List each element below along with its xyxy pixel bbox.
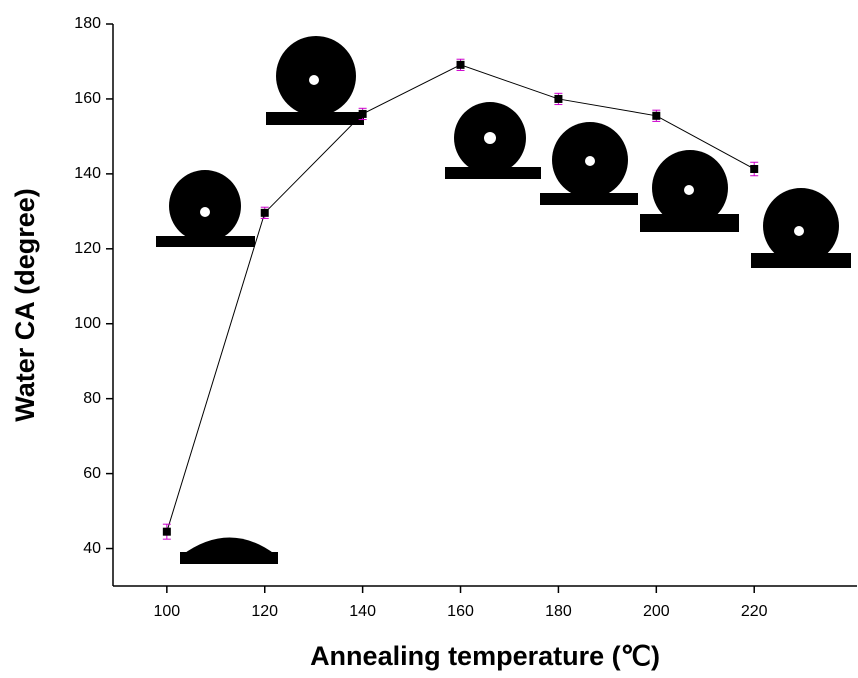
data-point — [652, 111, 661, 120]
data-point — [750, 164, 759, 173]
x-tick-label: 200 — [643, 603, 670, 620]
y-tick-label: 180 — [74, 15, 101, 32]
x-tick-label: 120 — [251, 603, 278, 620]
data-point — [162, 527, 171, 536]
y-tick-label: 60 — [83, 465, 101, 482]
data-point — [554, 94, 563, 103]
y-tick-label: 140 — [74, 165, 101, 182]
y-tick-label: 40 — [83, 540, 101, 557]
data-point — [260, 208, 269, 217]
x-tick-label: 180 — [545, 603, 572, 620]
y-axis-title: Water CA (degree) — [10, 188, 40, 422]
x-tick-label: 140 — [349, 603, 376, 620]
y-tick-label: 120 — [74, 240, 101, 257]
droplet-images — [156, 36, 851, 564]
y-tick-label: 160 — [74, 90, 101, 107]
data-point — [456, 60, 465, 69]
data-point — [358, 109, 367, 118]
y-tick-label: 100 — [74, 315, 101, 332]
x-tick-label: 160 — [447, 603, 474, 620]
x-tick-label: 220 — [741, 603, 768, 620]
y-tick-label: 80 — [83, 390, 101, 407]
x-tick-label: 100 — [153, 603, 180, 620]
x-axis-title: Annealing temperature (℃) — [310, 641, 660, 671]
